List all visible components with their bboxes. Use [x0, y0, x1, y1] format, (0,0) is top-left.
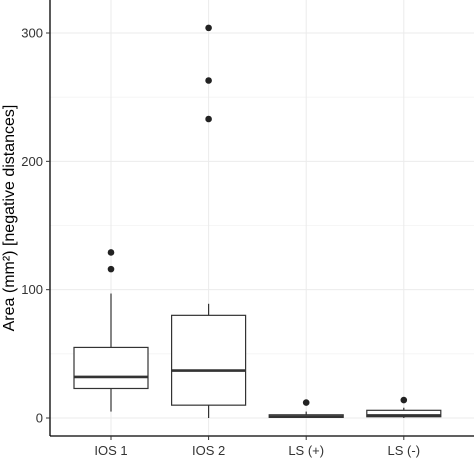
box-group	[73, 249, 149, 412]
outlier-point	[107, 249, 115, 256]
outlier-point	[400, 396, 408, 404]
box-group	[366, 396, 442, 418]
outlier-point	[205, 24, 212, 32]
y-tick-label: 0	[36, 411, 43, 426]
grid-lines	[50, 0, 474, 436]
y-tick-label: 100	[21, 282, 43, 297]
outlier-point	[107, 265, 115, 273]
x-tick-label: IOS 2	[192, 443, 225, 458]
y-axis-title: Area (mm²) [negative distances]	[1, 105, 18, 332]
x-tick-label: IOS 1	[94, 443, 127, 458]
outlier-point	[205, 77, 212, 84]
y-tick-label: 200	[21, 154, 43, 169]
y-ticks: 0 100 200 300	[21, 26, 50, 426]
box-group	[268, 399, 344, 419]
outlier-point	[205, 115, 212, 123]
x-tick-label: LS (+)	[288, 443, 324, 458]
y-tick-label: 300	[21, 26, 43, 41]
box-iqr	[171, 314, 247, 406]
boxes	[73, 24, 442, 419]
outlier-point	[302, 399, 310, 406]
x-tick-label: LS (-)	[388, 443, 421, 458]
box-iqr	[73, 346, 149, 390]
x-ticks: IOS 1 IOS 2 LS (+) LS (-)	[94, 436, 420, 458]
box-group	[171, 24, 247, 418]
